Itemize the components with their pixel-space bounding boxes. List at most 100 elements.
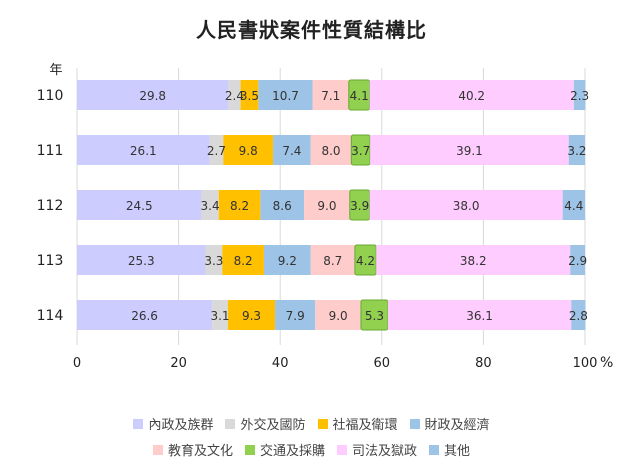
bar-segments (77, 79, 586, 331)
data-labels: 29.8 2.43.5 10.7 7.1 4.1 40.2 2.3 26.1 2.7 9.8 7.4… (126, 89, 589, 323)
x-tick-label: 0 (73, 356, 81, 371)
bar-segment (369, 190, 563, 220)
data-label: 38.0 (453, 199, 480, 213)
data-label: 2.8 (569, 309, 588, 323)
legend-swatch (225, 418, 236, 429)
legend-swatch (133, 418, 144, 429)
data-label: 7.1 (321, 89, 340, 103)
bar-segment (258, 80, 313, 110)
data-label: 36.1 (466, 309, 493, 323)
data-label: 3.1 (210, 309, 229, 323)
bar-segment (228, 80, 241, 110)
y-tick-label: 111 (37, 143, 64, 159)
legend-row-2: 教育及文化 交通及採購 司法及獄政 其他 (0, 440, 623, 459)
legend-swatch (152, 444, 163, 455)
data-label: 4.2 (356, 254, 375, 268)
data-label: 9.8 (239, 144, 258, 158)
data-label: 9.2 (278, 254, 297, 268)
data-label: 40.2 (458, 89, 485, 103)
data-label: 2.7 (207, 144, 226, 158)
legend-label: 社福及衛環 (332, 418, 398, 433)
legend-item: 交通及採購 (244, 440, 325, 459)
bar-segment (571, 300, 586, 330)
data-label: 4.1 (350, 89, 369, 103)
data-label: 3.2 (567, 144, 586, 158)
data-label: 8.0 (321, 144, 340, 158)
bar-segment (312, 80, 349, 110)
bar-segment (304, 190, 350, 220)
legend-label: 司法及獄政 (352, 444, 418, 459)
data-label: 8.7 (323, 254, 342, 268)
data-label: 10.7 (272, 89, 299, 103)
bar-segment (227, 300, 276, 330)
bar-segment (212, 300, 228, 330)
data-label: 7.9 (286, 309, 305, 323)
y-tick-label: 110 (37, 88, 64, 104)
x-tick-label: 60 (374, 356, 391, 371)
data-label: 5.3 (365, 309, 384, 323)
legend-item: 外交及國防 (225, 414, 306, 433)
legend-label: 外交及國防 (240, 418, 306, 433)
bar-segment (315, 300, 361, 330)
data-label: 9.3 (242, 309, 261, 323)
bar-segment (263, 245, 311, 275)
data-label: 2.4 (225, 89, 244, 103)
bar-segment (573, 80, 586, 110)
data-label: 3.4 (201, 199, 220, 213)
legend-label: 財政及經濟 (424, 418, 490, 433)
bar-segment (570, 245, 585, 275)
y-tick-label: 113 (37, 253, 64, 269)
bar-segment (240, 80, 259, 110)
data-label: 2.3 (570, 89, 589, 103)
stacked-bar-chart: 29.8 2.43.5 10.7 7.1 4.1 40.2 2.3 26.1 2.7 9.8 7.4… (37, 63, 614, 371)
bar-segment (275, 300, 316, 330)
data-label: 39.1 (456, 144, 483, 158)
data-label: 8.2 (234, 254, 253, 268)
data-label: 3.3 (204, 254, 223, 268)
legend-item: 社福及衛環 (317, 414, 398, 433)
data-label: 3.9 (350, 199, 369, 213)
legend-row-1: 內政及族群 外交及國防 社福及衛環 財政及經濟 (0, 414, 623, 433)
data-label: 9.0 (317, 199, 336, 213)
bar-segment (310, 135, 352, 165)
data-label: 25.3 (128, 254, 155, 268)
data-label: 26.1 (130, 144, 157, 158)
legend-label: 教育及文化 (167, 444, 233, 459)
x-tick-label: 20 (170, 356, 187, 371)
legend-swatch (337, 444, 347, 455)
bar-segment (77, 80, 229, 110)
bar-segment (273, 135, 311, 165)
data-label: 9.0 (329, 309, 348, 323)
data-label: 4.4 (564, 199, 583, 213)
bar-segment (222, 245, 264, 275)
bar-segment (568, 135, 585, 165)
bar-segment (310, 245, 355, 275)
data-label: 26.6 (131, 309, 158, 323)
legend-swatch (317, 418, 328, 429)
legend-label: 交通及採購 (259, 444, 325, 459)
bar-segment (370, 135, 569, 165)
legend-swatch (409, 418, 420, 429)
data-label: 8.6 (273, 199, 292, 213)
bar-segment (77, 135, 210, 165)
bar-segment (209, 135, 224, 165)
x-tick-label: 40 (272, 356, 289, 371)
data-label: 38.2 (460, 254, 487, 268)
bar-segment (201, 190, 219, 220)
x-tick-label: 100 (573, 356, 598, 371)
bar-segment (376, 245, 571, 275)
x-unit-label: % (600, 355, 613, 371)
data-label: 24.5 (126, 199, 153, 213)
x-tick-label: 80 (475, 356, 492, 371)
bar-segment (77, 300, 213, 330)
y-axis-title: 年 (49, 63, 62, 78)
chart-title: 人民書狀案件性質結構比 (196, 18, 427, 42)
bar-segment (77, 245, 206, 275)
bar-segment (205, 245, 223, 275)
data-label: 3.5 (240, 89, 259, 103)
legend-label: 其他 (444, 444, 471, 459)
bar-segment (260, 190, 305, 220)
data-label: 8.2 (230, 199, 249, 213)
data-label: 3.7 (351, 144, 370, 158)
legend-item: 財政及經濟 (409, 414, 490, 433)
